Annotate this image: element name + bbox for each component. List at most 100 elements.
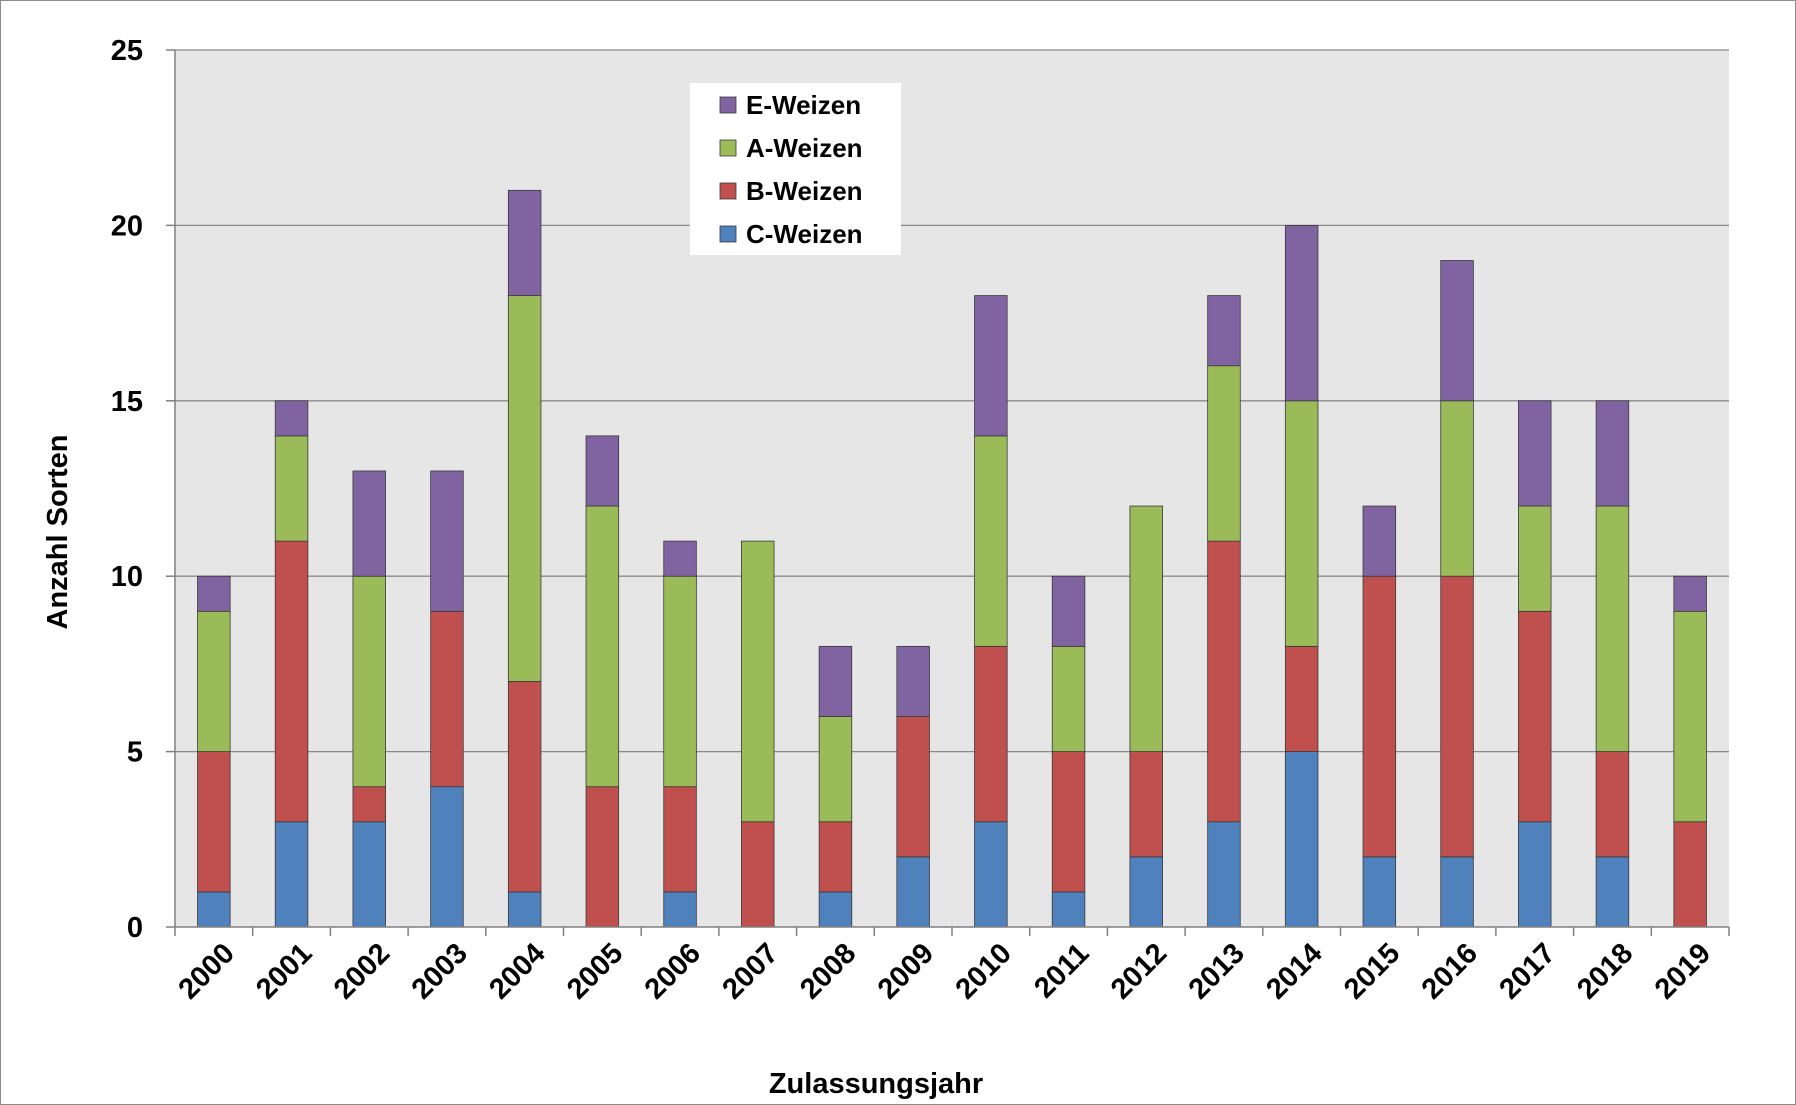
x-tick-label: 2009 xyxy=(872,937,940,1005)
bar-segment-b-weizen xyxy=(274,540,309,823)
bar-segment-b-weizen xyxy=(1362,575,1397,858)
bar-segment-a-weizen xyxy=(507,295,542,682)
bar-segment-e-weizen xyxy=(1518,400,1552,507)
bar-segment-a-weizen xyxy=(352,575,386,788)
bar-segment-a-weizen xyxy=(585,505,620,788)
bar-segment-b-weizen xyxy=(1673,821,1707,928)
bar-segment-e-weizen xyxy=(663,540,697,577)
bar-segment-b-weizen xyxy=(197,751,231,893)
bar-segment-e-weizen xyxy=(1673,575,1707,612)
bar-segment-b-weizen xyxy=(818,821,853,893)
x-tick-label: 2019 xyxy=(1649,937,1717,1005)
bar-segment-c-weizen xyxy=(1284,751,1319,928)
bar-segment-c-weizen xyxy=(507,891,542,928)
bar-segment-a-weizen xyxy=(663,575,697,788)
bar-segment-c-weizen xyxy=(1051,891,1086,928)
x-tick-label: 2012 xyxy=(1105,937,1173,1005)
bar-segment-c-weizen xyxy=(352,821,386,928)
axes xyxy=(174,50,1729,928)
bars xyxy=(197,189,1707,928)
x-tick-label: 2015 xyxy=(1338,937,1406,1005)
x-tick-label: 2003 xyxy=(406,937,474,1005)
bar-segment-a-weizen xyxy=(1207,365,1241,542)
x-tick-label: 2008 xyxy=(794,937,862,1005)
bar-segment-a-weizen xyxy=(1440,400,1474,577)
legend-label: C-Weizen xyxy=(746,219,863,249)
bar-segment-c-weizen xyxy=(896,856,930,928)
bar-segment-b-weizen xyxy=(352,786,386,823)
bar-segment-b-weizen xyxy=(1129,751,1163,858)
bar-segment-a-weizen xyxy=(1129,505,1163,753)
bar-segment-e-weizen xyxy=(1595,400,1630,507)
bar-segment-c-weizen xyxy=(1518,821,1552,928)
bar-segment-a-weizen xyxy=(741,540,775,823)
bar-segment-e-weizen xyxy=(1207,295,1241,367)
bar-segment-a-weizen xyxy=(1518,505,1552,612)
y-tick-label: 0 xyxy=(127,912,143,944)
x-tick-label: 2013 xyxy=(1183,937,1251,1005)
bar-segment-b-weizen xyxy=(1284,645,1319,752)
bar-segment-e-weizen xyxy=(352,470,386,577)
bar-segment-b-weizen xyxy=(585,786,620,928)
bar-segment-a-weizen xyxy=(818,716,853,823)
bar-segment-b-weizen xyxy=(974,645,1008,823)
bar-segment-c-weizen xyxy=(197,891,231,928)
y-tick-labels: 0 5 10 15 20 25 xyxy=(111,35,143,944)
bar-segment-e-weizen xyxy=(585,435,620,507)
bar-segment-e-weizen xyxy=(818,645,853,717)
bar-segment-b-weizen xyxy=(430,610,464,788)
plot-area xyxy=(175,50,1729,927)
x-tick-label: 2006 xyxy=(639,937,707,1005)
y-tick-label: 10 xyxy=(111,561,143,593)
bar-segment-a-weizen xyxy=(1673,610,1707,823)
bar-segment-b-weizen xyxy=(1518,610,1552,823)
legend-label: B-Weizen xyxy=(746,176,863,206)
bar-segment-a-weizen xyxy=(974,435,1008,647)
bar-segment-e-weizen xyxy=(1051,575,1086,647)
bar-segment-b-weizen xyxy=(1440,575,1474,858)
bar-segment-c-weizen xyxy=(1129,856,1163,928)
bar-segment-a-weizen xyxy=(197,610,231,753)
bar-segment-b-weizen xyxy=(663,786,697,893)
legend-swatch xyxy=(719,139,737,157)
bar-segment-c-weizen xyxy=(1207,821,1241,928)
x-tick-label: 2000 xyxy=(173,937,241,1005)
x-tick-label: 2007 xyxy=(716,937,784,1005)
bar-segment-c-weizen xyxy=(430,786,464,928)
bar-segment-c-weizen xyxy=(1595,856,1630,928)
bar-segment-b-weizen xyxy=(1207,540,1241,823)
bar-segment-c-weizen xyxy=(274,821,309,928)
y-tick-label: 25 xyxy=(111,35,143,67)
bar-segment-c-weizen xyxy=(1440,856,1474,928)
y-tick-label: 20 xyxy=(111,210,143,242)
bar-segment-b-weizen xyxy=(507,681,542,893)
bar-segment-e-weizen xyxy=(430,470,464,612)
bar-segment-e-weizen xyxy=(1362,505,1397,577)
x-axis-title: Zulassungsjahr xyxy=(769,1068,983,1100)
bar-segment-c-weizen xyxy=(818,891,853,928)
legend-swatch xyxy=(719,225,737,243)
legend: E-Weizen A-Weizen B-Weizen C-Weizen xyxy=(690,83,901,255)
legend-label: E-Weizen xyxy=(746,90,861,120)
bar-segment-e-weizen xyxy=(1440,260,1474,402)
x-tick-label: 2005 xyxy=(561,937,629,1005)
bar-segment-b-weizen xyxy=(896,716,930,858)
x-tick-label: 2004 xyxy=(483,937,551,1005)
x-tick-label: 2016 xyxy=(1416,937,1484,1005)
bar-segment-b-weizen xyxy=(1051,751,1086,893)
bar-segment-e-weizen xyxy=(974,295,1008,437)
legend-swatch xyxy=(719,182,737,200)
x-tick-label: 2018 xyxy=(1571,937,1639,1005)
bar-segment-a-weizen xyxy=(1595,505,1630,753)
legend-label: A-Weizen xyxy=(746,133,863,163)
bar-segment-b-weizen xyxy=(741,821,775,928)
x-tick-labels: 2000 2001 2002 2003 2004 2005 2006 2007 2008 2009… xyxy=(173,937,1718,1005)
bar-segment-e-weizen xyxy=(896,645,930,717)
legend-swatch xyxy=(719,96,737,114)
bar-segment-c-weizen xyxy=(663,891,697,928)
bar-segment-a-weizen xyxy=(1051,645,1086,752)
x-tick-label: 2011 xyxy=(1028,937,1095,1004)
bar-segment-a-weizen xyxy=(1284,400,1319,647)
x-tick-label: 2001 xyxy=(250,937,318,1005)
